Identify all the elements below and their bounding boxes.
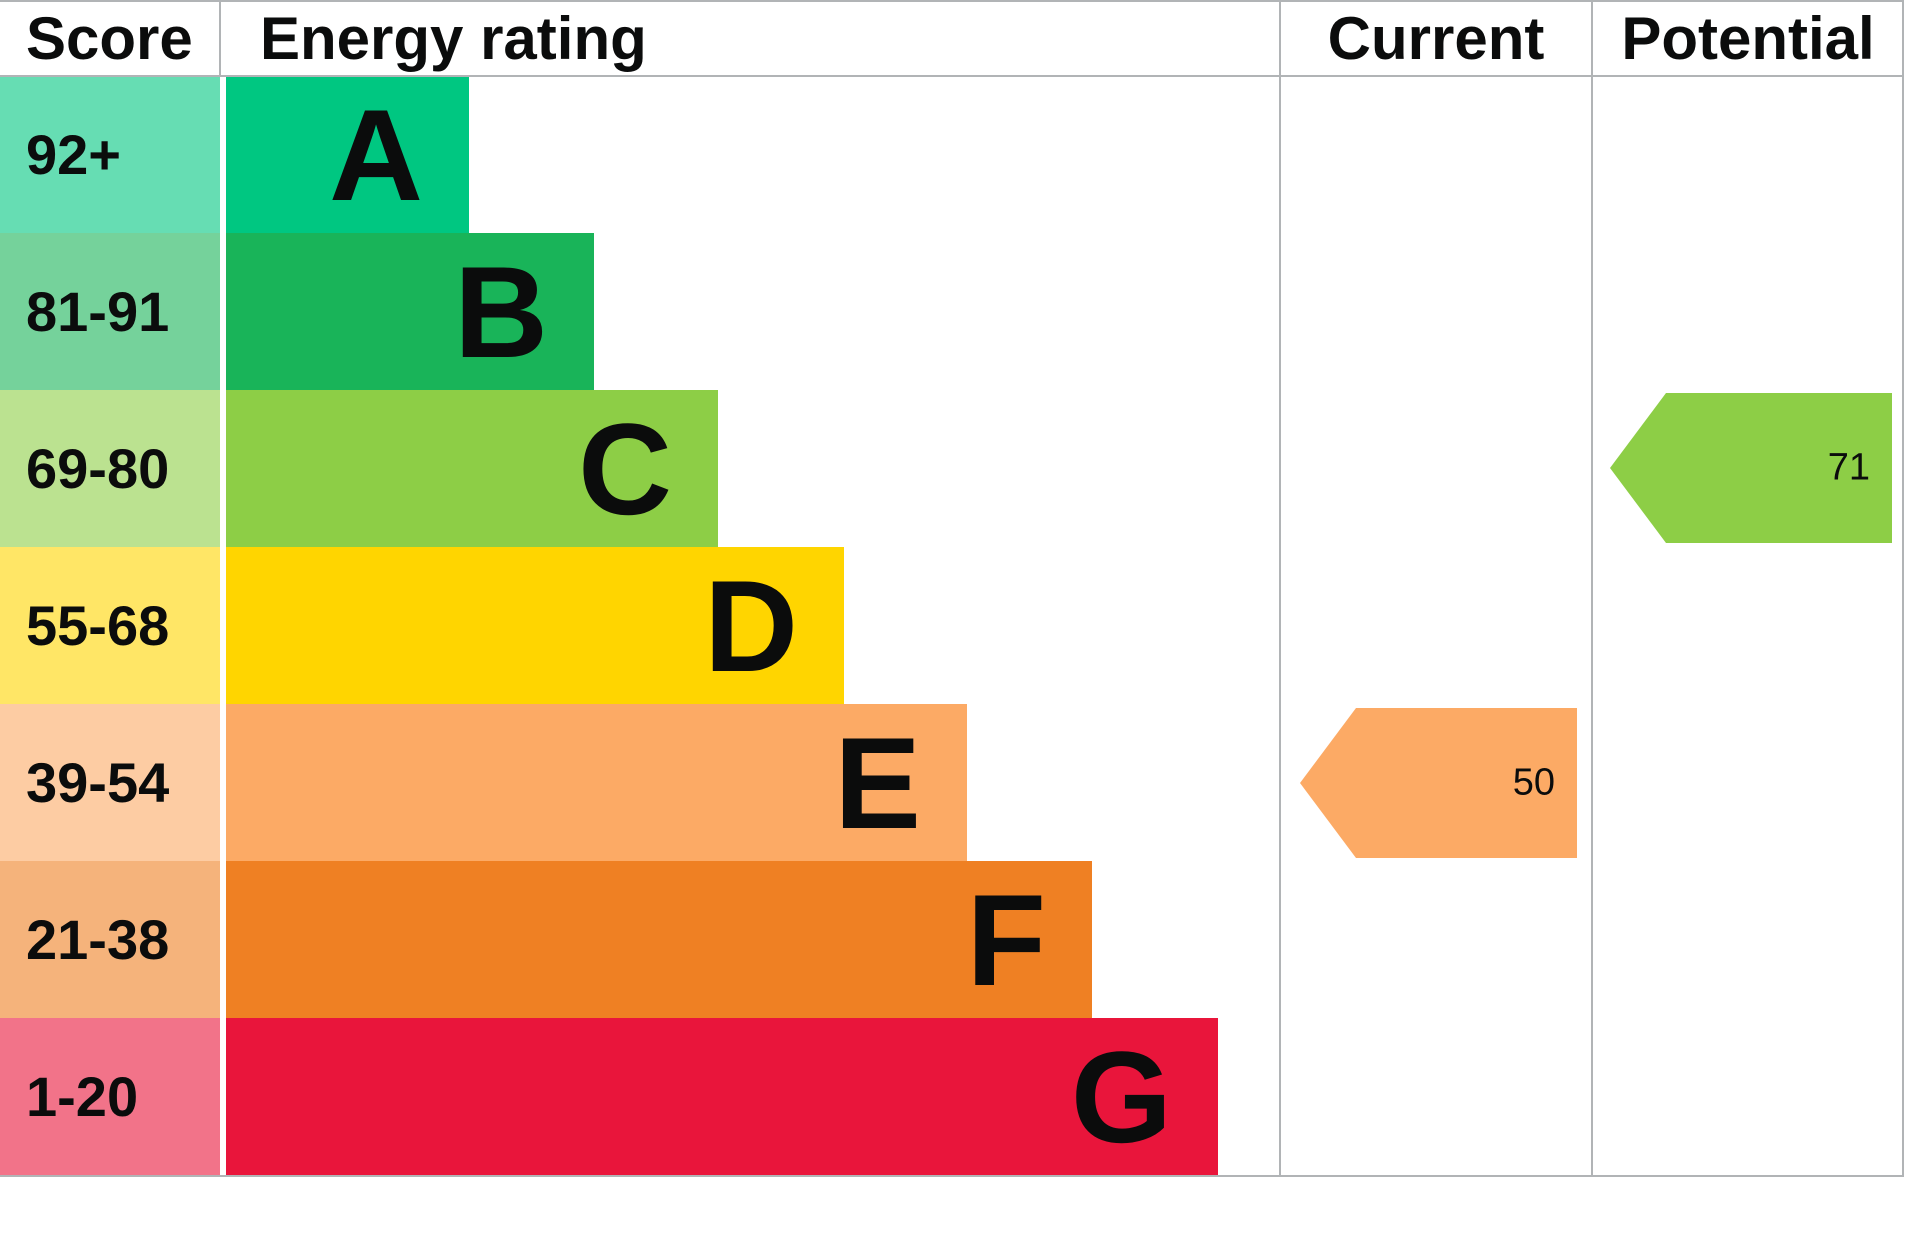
rating-letter-d: D xyxy=(704,552,798,699)
band-row-a: 92+ A xyxy=(0,76,1218,233)
rating-bands: 92+ A 81-91 B 69-80 C 55-68 D 39-54 xyxy=(0,76,1218,1175)
potential-column-header: Potential xyxy=(1621,4,1875,72)
rating-bar-e: E xyxy=(226,704,967,861)
current-rating-value: 50 xyxy=(1512,761,1555,804)
left-pointing-arrow-icon xyxy=(1300,708,1577,858)
header-divider-line xyxy=(0,75,1904,77)
score-range-d: 55-68 xyxy=(0,547,220,704)
band-row-f: 21-38 F xyxy=(0,861,1218,1018)
table-right-border xyxy=(1902,0,1904,1177)
band-row-e: 39-54 E xyxy=(0,704,1218,861)
current-rating-arrow: 50 xyxy=(1300,708,1577,858)
score-range-a: 92+ xyxy=(0,76,220,233)
score-range-b: 81-91 xyxy=(0,233,220,390)
score-header-divider xyxy=(219,0,221,76)
band-row-c: 69-80 C xyxy=(0,390,1218,547)
potential-rating-value: 71 xyxy=(1827,446,1870,489)
rating-letter-b: B xyxy=(454,238,548,385)
rating-bar-c: C xyxy=(226,390,718,547)
table-top-border xyxy=(0,0,1904,2)
left-pointing-arrow-icon xyxy=(1610,393,1892,543)
band-row-b: 81-91 B xyxy=(0,233,1218,390)
rating-letter-g: G xyxy=(1070,1023,1172,1170)
potential-column-divider xyxy=(1591,0,1593,1177)
potential-rating-arrow: 71 xyxy=(1610,393,1892,543)
energy-rating-column-header: Energy rating xyxy=(260,4,647,72)
current-column-divider xyxy=(1279,0,1281,1177)
rating-bar-b: B xyxy=(226,233,594,390)
table-header: Score Energy rating Current Potential xyxy=(0,0,1904,76)
rating-letter-e: E xyxy=(834,709,921,856)
rating-bar-d: D xyxy=(226,547,844,704)
rating-bar-a: A xyxy=(226,76,469,233)
band-row-d: 55-68 D xyxy=(0,547,1218,704)
score-range-g: 1-20 xyxy=(0,1018,220,1175)
score-range-c: 69-80 xyxy=(0,390,220,547)
rating-letter-a: A xyxy=(329,81,423,228)
table-bottom-border xyxy=(0,1175,1904,1177)
rating-bar-g: G xyxy=(226,1018,1218,1175)
rating-letter-c: C xyxy=(578,395,672,542)
rating-letter-f: F xyxy=(966,866,1046,1013)
band-row-g: 1-20 G xyxy=(0,1018,1218,1175)
score-range-e: 39-54 xyxy=(0,704,220,861)
score-column-header: Score xyxy=(26,4,193,72)
score-range-f: 21-38 xyxy=(0,861,220,1018)
rating-bar-f: F xyxy=(226,861,1092,1018)
current-column-header: Current xyxy=(1327,4,1545,72)
